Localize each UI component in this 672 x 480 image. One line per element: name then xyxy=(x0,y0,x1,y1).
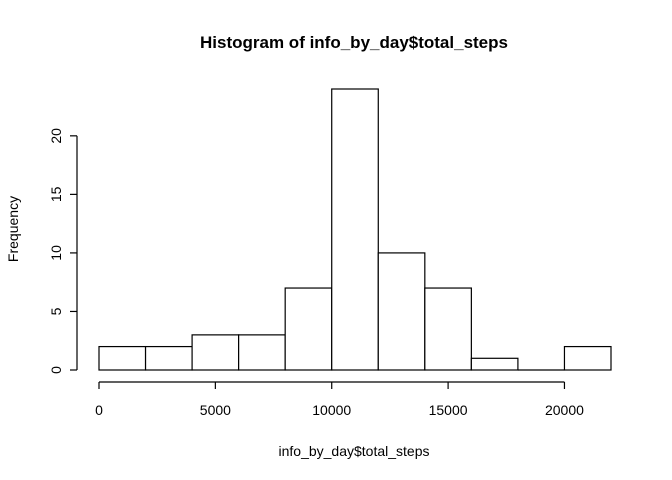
x-tick-label: 10000 xyxy=(312,402,351,418)
x-tick-label: 5000 xyxy=(200,402,231,418)
y-tick-label: 10 xyxy=(48,245,64,261)
histogram-bar xyxy=(191,334,240,371)
bars-group xyxy=(98,88,612,371)
x-axis: 0 5000 10000 15000 20000 xyxy=(95,381,584,418)
x-tick-label: 0 xyxy=(95,402,103,418)
y-tick-label: 15 xyxy=(48,186,64,202)
y-axis-label: Frequency xyxy=(5,196,21,262)
x-tick-label: 20000 xyxy=(545,402,584,418)
histogram-bar xyxy=(238,334,286,371)
y-tick-label: 20 xyxy=(48,128,64,144)
x-axis-label: info_by_day$total_steps xyxy=(279,443,430,459)
histogram-bar xyxy=(98,345,147,371)
y-tick-label: 0 xyxy=(48,366,64,374)
chart-title: Histogram of info_by_day$total_steps xyxy=(200,33,508,52)
y-tick-label: 5 xyxy=(48,307,64,315)
histogram-bar xyxy=(470,357,519,371)
histogram-bar xyxy=(331,88,379,371)
histogram-bar xyxy=(424,287,472,371)
histogram-bar xyxy=(144,345,193,371)
histogram-bar xyxy=(284,287,333,371)
y-axis: 0 5 10 15 20 xyxy=(48,128,78,374)
x-tick-label: 15000 xyxy=(429,402,468,418)
histogram-bar xyxy=(377,252,426,371)
histogram-bar xyxy=(563,345,612,371)
